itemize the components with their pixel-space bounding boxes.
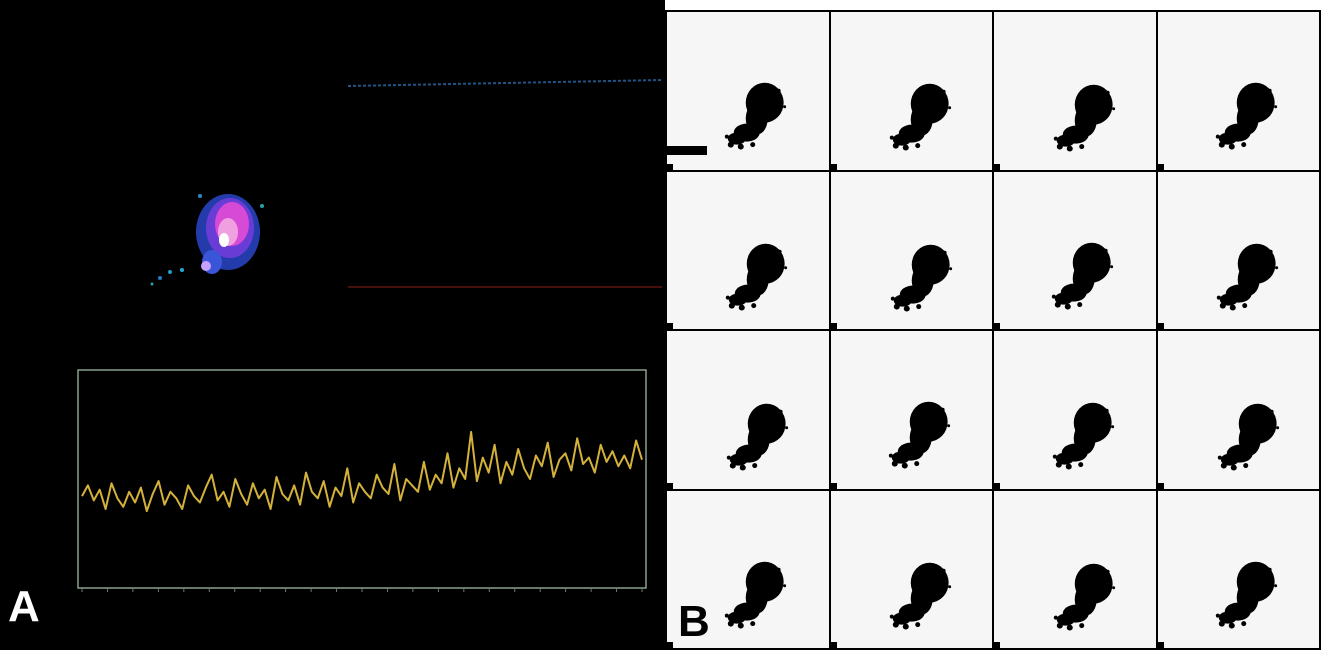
cell-silhouette xyxy=(1053,84,1116,152)
frame-corner-mark xyxy=(667,323,673,329)
cell-silhouette xyxy=(724,561,787,629)
cell-frame-tile xyxy=(1157,12,1319,170)
cell-frame-tile xyxy=(994,171,1156,329)
panel-b-binary-image-series: B xyxy=(665,0,1324,650)
cell-frame-tile xyxy=(830,331,992,489)
cell-silhouette xyxy=(1215,561,1277,629)
cell-silhouette xyxy=(726,403,789,471)
frame-corner-mark xyxy=(830,323,837,329)
cell-frame-tile xyxy=(1157,171,1319,329)
frame-corner-mark xyxy=(994,163,1000,170)
fluorescence-trace xyxy=(81,430,643,513)
frame-corner-mark xyxy=(1157,163,1164,170)
cell-frame-tile xyxy=(830,171,992,329)
cell-silhouette xyxy=(724,82,787,150)
frame-corner-mark xyxy=(667,642,673,648)
cell-image-grid xyxy=(665,10,1321,650)
cell-silhouette xyxy=(890,244,952,312)
plot-frame xyxy=(77,369,647,589)
cell-frame-tile xyxy=(994,12,1156,170)
cell-silhouette xyxy=(1217,403,1279,471)
cell-silhouette xyxy=(889,83,951,151)
panel-a-label: A xyxy=(8,582,40,631)
panel-b-label: B xyxy=(678,597,710,646)
cell-silhouette xyxy=(1216,243,1278,311)
frame-corner-mark xyxy=(830,642,837,648)
frame-corner-mark xyxy=(667,163,673,170)
panel-a-fluorescence-image: A xyxy=(0,0,665,650)
cell-frame-tile xyxy=(830,490,992,648)
frame-corner-mark xyxy=(830,163,837,170)
cell-silhouette xyxy=(888,401,950,469)
frame-corner-mark xyxy=(994,323,1000,329)
cell-frame-tile xyxy=(994,490,1156,648)
cell-silhouette xyxy=(725,243,788,311)
frame-corner-mark xyxy=(667,482,673,489)
cell-silhouette xyxy=(1052,402,1115,470)
cell-frame-tile xyxy=(667,171,829,329)
cell-frame-tile xyxy=(667,490,829,648)
cell-frame-tile xyxy=(1157,490,1319,648)
cell-frame-tile xyxy=(994,331,1156,489)
cell-frame-tile xyxy=(1157,331,1319,489)
panel-a-canvas xyxy=(77,79,663,592)
fluorescent-cell xyxy=(150,194,264,286)
frame-corner-mark xyxy=(830,482,837,489)
faint-trace-top xyxy=(347,79,663,87)
cell-silhouette xyxy=(1053,563,1116,631)
cell-frame-tile xyxy=(667,12,829,170)
frame-corner-mark xyxy=(1157,323,1164,329)
cell-frame-tile xyxy=(667,331,829,489)
frame-corner-mark xyxy=(1157,642,1164,648)
x-axis-ticks xyxy=(81,588,643,592)
cell-silhouette xyxy=(1215,82,1277,150)
cell-frame-tile xyxy=(830,12,992,170)
cell-silhouette xyxy=(1051,242,1114,310)
frame-corner-mark xyxy=(1157,482,1164,489)
frame-corner-mark xyxy=(994,482,1000,489)
scale-bar xyxy=(665,146,707,155)
frame-corner-mark xyxy=(994,642,1000,648)
cell-silhouette xyxy=(889,562,951,630)
